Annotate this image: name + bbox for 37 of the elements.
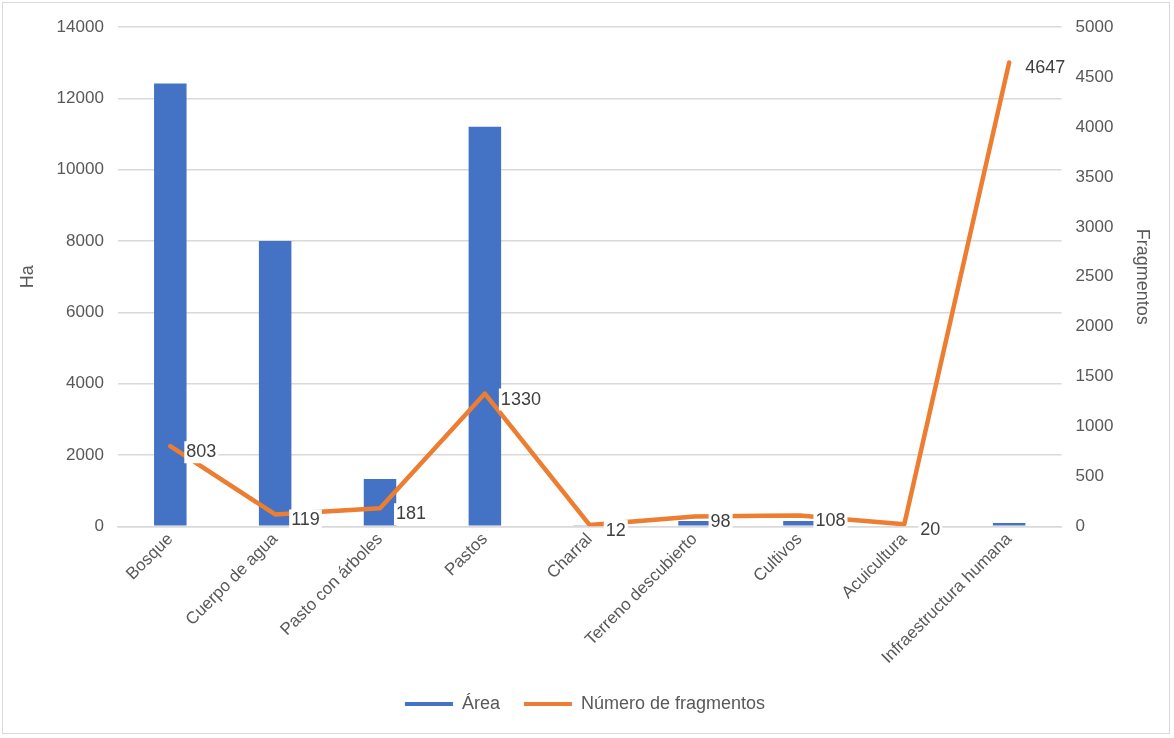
bar <box>258 241 292 526</box>
data-label: 181 <box>396 503 427 524</box>
y2-axis-title: Fragmentos <box>1133 228 1154 325</box>
data-label: 803 <box>186 441 217 462</box>
y-axis-title: Ha <box>16 264 37 289</box>
data-label: 1330 <box>500 388 541 409</box>
y2-tick-label: 2500 <box>1075 266 1114 286</box>
y-tick-label: 4000 <box>66 373 104 393</box>
bar <box>678 520 711 526</box>
y-tick-label: 14000 <box>56 16 104 36</box>
y2-tick-label: 500 <box>1075 466 1104 486</box>
y2-tick-label: 3000 <box>1075 216 1114 236</box>
y2-tick-label: 1500 <box>1075 366 1114 386</box>
legend-label: Número de fragmentos <box>580 692 766 713</box>
data-label: 12 <box>605 520 626 541</box>
y2-tick-label: 0 <box>1075 515 1086 535</box>
y2-tick-label: 4000 <box>1075 116 1114 136</box>
y-tick-label: 6000 <box>66 302 104 322</box>
y2-tick-label: 2000 <box>1075 316 1114 336</box>
y2-tick-label: 3500 <box>1075 166 1114 186</box>
data-label: 20 <box>920 519 941 540</box>
y-tick-label: 10000 <box>56 159 104 179</box>
y2-tick-label: 5000 <box>1075 16 1114 36</box>
data-label: 98 <box>710 511 731 532</box>
y-tick-label: 8000 <box>66 230 104 250</box>
y-tick-label: 2000 <box>66 444 104 464</box>
bar <box>992 523 1026 526</box>
bar <box>468 126 502 526</box>
data-label: 4647 <box>1025 57 1066 78</box>
bar <box>154 83 187 526</box>
y-tick-label: 12000 <box>56 88 104 108</box>
data-label: 108 <box>815 510 846 531</box>
legend-label: Área <box>461 692 501 713</box>
y2-tick-label: 1000 <box>1075 416 1114 436</box>
y2-tick-label: 4500 <box>1075 66 1114 86</box>
y-tick-label: 0 <box>94 515 104 535</box>
data-label: 119 <box>291 509 320 530</box>
